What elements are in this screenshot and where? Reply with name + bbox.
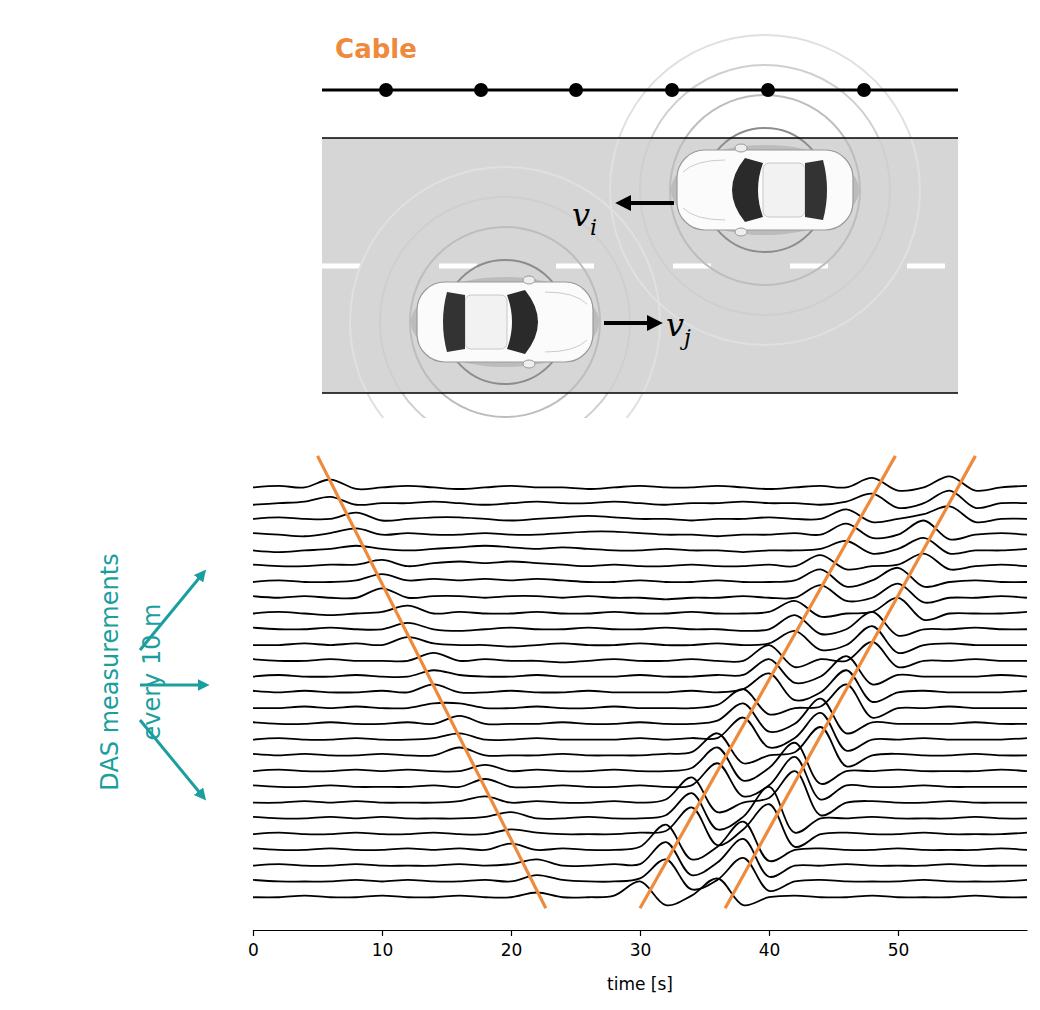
car-hood-line: [683, 160, 725, 172]
das-trace: [253, 476, 1027, 491]
x-tick-mark: [511, 930, 512, 936]
velocity-symbol: v: [666, 306, 684, 344]
cable-label: Cable: [335, 34, 417, 64]
x-tick: 20: [501, 930, 523, 960]
das-trace: [253, 626, 1027, 653]
das-trace: [253, 787, 1027, 833]
x-tick: 40: [759, 930, 781, 960]
velocity-subscript: j: [679, 325, 691, 350]
car-hood-line: [545, 340, 587, 352]
das-trace: [253, 538, 1027, 554]
sensor-point: [474, 83, 488, 97]
car: [411, 276, 599, 368]
das-trace: [253, 858, 1027, 891]
das-trace: [253, 822, 1027, 862]
road-edge: [322, 137, 958, 139]
annotation-arrow: [140, 577, 200, 650]
x-tick-label: 20: [501, 940, 523, 960]
das-trace: [253, 506, 1027, 522]
x-axis-title: time [s]: [607, 974, 673, 994]
car-windshield: [507, 290, 538, 354]
x-tick-label: 50: [888, 940, 910, 960]
car-roof: [465, 295, 507, 349]
das-trace: [253, 771, 1027, 815]
annotation-arrow: [140, 684, 200, 687]
annotation-arrow: [140, 720, 200, 793]
x-axis: 0 10 20 30 40 50: [248, 930, 1027, 960]
vibration-rings: [350, 35, 920, 418]
x-tick-label: 40: [759, 940, 781, 960]
vehicle-track: [640, 456, 895, 908]
figure: Cablevivj01020304050time [s]DAS measurem…: [0, 0, 1040, 1010]
vehicle-track: [725, 456, 975, 908]
das-trace: [253, 598, 1027, 620]
sensor-point: [857, 83, 871, 97]
sensor-point: [569, 83, 583, 97]
das-trace: [253, 727, 1027, 767]
vibration-ring: [350, 167, 660, 418]
velocity-arrow: [604, 321, 650, 325]
car-body: [677, 150, 853, 230]
das-trace: [253, 713, 1027, 751]
das-trace: [253, 684, 1027, 717]
x-tick-mark: [382, 930, 383, 936]
car-rear-window: [443, 292, 465, 352]
das-trace: [253, 584, 1027, 603]
velocity-label: vj: [666, 306, 691, 350]
velocity-arrow: [628, 201, 674, 205]
annotation-text: DAS measurements: [96, 553, 124, 790]
velocity-symbol: v: [572, 196, 590, 234]
car: [671, 144, 859, 236]
das-trace: [253, 656, 1027, 685]
x-tick-mark: [898, 930, 899, 936]
car-windshield: [732, 158, 763, 222]
x-tick-mark: [640, 930, 641, 936]
das-trace: [253, 839, 1027, 877]
car-hood-line: [683, 208, 725, 220]
car-shadow: [671, 145, 859, 235]
car-mirror: [735, 144, 747, 152]
vibration-ring: [410, 227, 600, 417]
das-trace: [253, 642, 1027, 668]
car-mirror: [523, 276, 535, 284]
x-tick-mark: [253, 930, 254, 936]
x-tick: 50: [888, 930, 910, 960]
das-trace: [253, 699, 1027, 734]
car-hood-line: [545, 292, 587, 304]
car-rear-window: [805, 160, 827, 220]
sensor-point: [761, 83, 775, 97]
vehicle-track: [318, 456, 546, 908]
das-trace: [253, 670, 1027, 702]
sensor-point: [665, 83, 679, 97]
car-shadow: [411, 277, 599, 367]
x-tick-label: 0: [248, 940, 259, 960]
das-trace: [253, 743, 1027, 784]
vibration-ring: [670, 95, 860, 285]
velocity-subscript: i: [590, 215, 597, 240]
plot-area: [253, 456, 1027, 908]
vibration-ring: [380, 197, 630, 418]
car-mirror: [735, 228, 747, 236]
sensor-point: [379, 83, 393, 97]
car-roof: [763, 163, 805, 217]
das-trace: [253, 878, 1027, 905]
vibration-ring: [640, 65, 890, 315]
x-tick: 10: [372, 930, 394, 960]
x-tick: 30: [630, 930, 652, 960]
vibration-ring: [610, 35, 920, 345]
x-tick-label: 10: [372, 940, 394, 960]
x-tick-label: 30: [630, 940, 652, 960]
das-trace: [253, 520, 1027, 539]
car-mirror: [523, 360, 535, 368]
das-trace: [253, 491, 1027, 509]
x-tick: 0: [248, 930, 259, 960]
das-trace: [253, 757, 1027, 800]
road-edge: [322, 392, 958, 394]
das-trace: [253, 612, 1027, 636]
das-trace: [253, 804, 1027, 847]
velocity-label: vi: [572, 196, 597, 240]
car-body: [417, 282, 593, 362]
x-tick-mark: [769, 930, 770, 936]
